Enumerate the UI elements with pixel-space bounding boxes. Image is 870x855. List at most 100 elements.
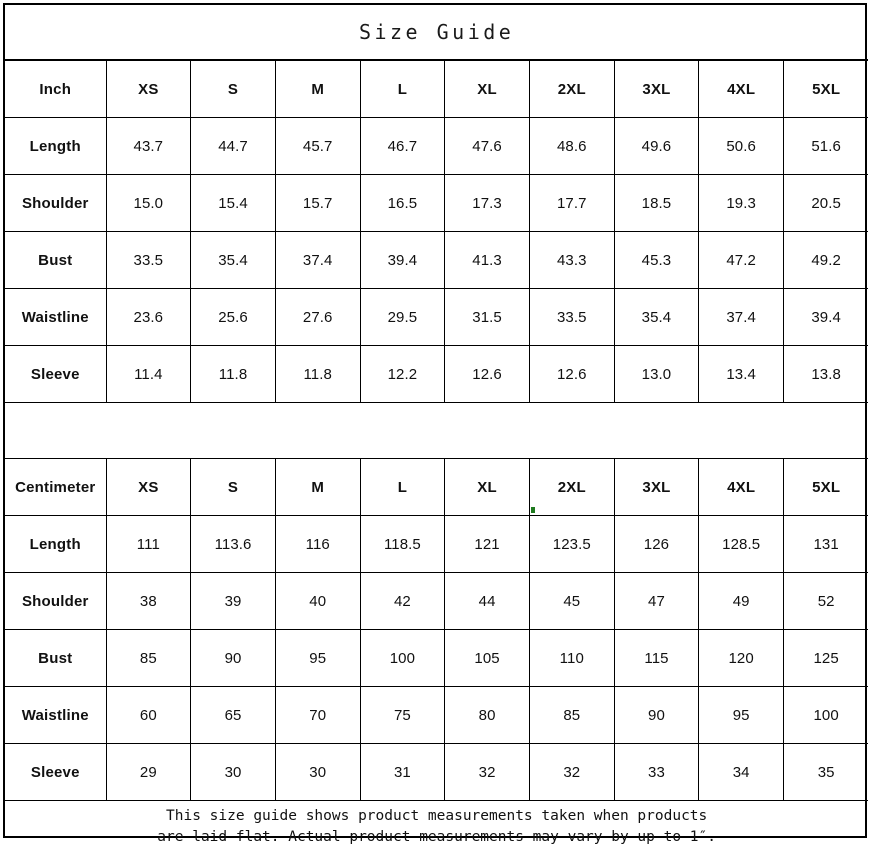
inch-row-label-bust: Bust xyxy=(5,232,106,289)
inch-waistline-3xl: 35.4 xyxy=(614,289,699,346)
table-row: Length 43.7 44.7 45.7 46.7 47.6 48.6 49.… xyxy=(5,118,868,175)
inch-sleeve-xs: 11.4 xyxy=(106,346,191,403)
cm-row-label-bust: Bust xyxy=(5,630,106,687)
cm-col-header-xs: XS xyxy=(106,459,191,516)
inch-shoulder-4xl: 19.3 xyxy=(699,175,784,232)
inch-waistline-5xl: 39.4 xyxy=(784,289,869,346)
inch-waistline-2xl: 33.5 xyxy=(529,289,614,346)
cm-bust-s: 90 xyxy=(191,630,276,687)
cm-sleeve-xl: 32 xyxy=(445,744,530,801)
cm-bust-3xl: 115 xyxy=(614,630,699,687)
inch-bust-xs: 33.5 xyxy=(106,232,191,289)
inch-length-xl: 47.6 xyxy=(445,118,530,175)
cm-length-2xl: 123.5 xyxy=(529,516,614,573)
inch-length-4xl: 50.6 xyxy=(699,118,784,175)
inch-shoulder-s: 15.4 xyxy=(191,175,276,232)
cm-waistline-l: 75 xyxy=(360,687,445,744)
size-guide-body: Size Guide Inch XS S M L XL 2XL 3XL 4XL … xyxy=(5,5,868,855)
cm-col-header-2xl: 2XL xyxy=(529,459,614,516)
inch-length-2xl: 48.6 xyxy=(529,118,614,175)
cm-shoulder-3xl: 47 xyxy=(614,573,699,630)
cm-shoulder-xs: 38 xyxy=(106,573,191,630)
footnote-cell: This size guide shows product measuremen… xyxy=(5,801,868,855)
inch-length-5xl: 51.6 xyxy=(784,118,869,175)
cm-length-m: 116 xyxy=(275,516,360,573)
cm-bust-5xl: 125 xyxy=(784,630,869,687)
cm-bust-xl: 105 xyxy=(445,630,530,687)
table-row: Waistline 23.6 25.6 27.6 29.5 31.5 33.5 … xyxy=(5,289,868,346)
inch-bust-5xl: 49.2 xyxy=(784,232,869,289)
inch-shoulder-xs: 15.0 xyxy=(106,175,191,232)
cm-bust-m: 95 xyxy=(275,630,360,687)
inch-bust-l: 39.4 xyxy=(360,232,445,289)
inch-shoulder-l: 16.5 xyxy=(360,175,445,232)
inch-shoulder-2xl: 17.7 xyxy=(529,175,614,232)
inch-waistline-4xl: 37.4 xyxy=(699,289,784,346)
cm-waistline-2xl: 85 xyxy=(529,687,614,744)
cm-row-label-shoulder: Shoulder xyxy=(5,573,106,630)
cm-shoulder-4xl: 49 xyxy=(699,573,784,630)
table-row: Sleeve 11.4 11.8 11.8 12.2 12.6 12.6 13.… xyxy=(5,346,868,403)
cm-col-header-5xl: 5XL xyxy=(784,459,869,516)
table-row: Waistline 60 65 70 75 80 85 90 95 100 xyxy=(5,687,868,744)
inch-waistline-xl: 31.5 xyxy=(445,289,530,346)
footnote-row: This size guide shows product measuremen… xyxy=(5,801,868,855)
cm-col-header-m: M xyxy=(275,459,360,516)
inch-sleeve-3xl: 13.0 xyxy=(614,346,699,403)
inch-sleeve-l: 12.2 xyxy=(360,346,445,403)
inch-unit-header: Inch xyxy=(5,60,106,118)
inch-col-header-m: M xyxy=(275,60,360,118)
title-cell: Size Guide xyxy=(5,5,868,60)
cm-bust-2xl: 110 xyxy=(529,630,614,687)
inch-bust-3xl: 45.3 xyxy=(614,232,699,289)
table-row: Bust 85 90 95 100 105 110 115 120 125 xyxy=(5,630,868,687)
cm-col-header-s: S xyxy=(191,459,276,516)
cm-bust-xs: 85 xyxy=(106,630,191,687)
cm-bust-l: 100 xyxy=(360,630,445,687)
inch-header-row: Inch XS S M L XL 2XL 3XL 4XL 5XL xyxy=(5,60,868,118)
inch-waistline-l: 29.5 xyxy=(360,289,445,346)
inch-shoulder-xl: 17.3 xyxy=(445,175,530,232)
cm-length-l: 118.5 xyxy=(360,516,445,573)
cm-col-header-4xl: 4XL xyxy=(699,459,784,516)
inch-bust-4xl: 47.2 xyxy=(699,232,784,289)
size-guide-table: Size Guide Inch XS S M L XL 2XL 3XL 4XL … xyxy=(5,5,868,855)
inch-bust-2xl: 43.3 xyxy=(529,232,614,289)
footnote-line-2: are laid flat. Actual product measuremen… xyxy=(17,827,856,848)
inch-bust-xl: 41.3 xyxy=(445,232,530,289)
table-separator-row xyxy=(5,403,868,459)
inch-row-label-shoulder: Shoulder xyxy=(5,175,106,232)
inch-col-header-2xl: 2XL xyxy=(529,60,614,118)
table-row: Length 111 113.6 116 118.5 121 123.5 126… xyxy=(5,516,868,573)
cm-waistline-xl: 80 xyxy=(445,687,530,744)
page-title: Size Guide xyxy=(359,20,514,44)
inch-bust-m: 37.4 xyxy=(275,232,360,289)
inch-row-label-length: Length xyxy=(5,118,106,175)
cm-row-label-sleeve: Sleeve xyxy=(5,744,106,801)
cm-length-3xl: 126 xyxy=(614,516,699,573)
inch-col-header-xl: XL xyxy=(445,60,530,118)
title-row: Size Guide xyxy=(5,5,868,60)
cm-unit-header: Centimeter xyxy=(5,459,106,516)
cm-sleeve-l: 31 xyxy=(360,744,445,801)
cm-length-xl: 121 xyxy=(445,516,530,573)
cm-header-row: Centimeter XS S M L XL 2XL 3XL 4XL 5XL xyxy=(5,459,868,516)
cm-shoulder-5xl: 52 xyxy=(784,573,869,630)
cm-waistline-3xl: 90 xyxy=(614,687,699,744)
cm-length-4xl: 128.5 xyxy=(699,516,784,573)
table-separator-cell xyxy=(5,403,868,459)
cm-length-s: 113.6 xyxy=(191,516,276,573)
inch-shoulder-5xl: 20.5 xyxy=(784,175,869,232)
inch-waistline-m: 27.6 xyxy=(275,289,360,346)
cm-sleeve-5xl: 35 xyxy=(784,744,869,801)
inch-col-header-3xl: 3XL xyxy=(614,60,699,118)
inch-sleeve-5xl: 13.8 xyxy=(784,346,869,403)
cm-col-header-l: L xyxy=(360,459,445,516)
inch-sleeve-s: 11.8 xyxy=(191,346,276,403)
inch-length-xs: 43.7 xyxy=(106,118,191,175)
cm-shoulder-s: 39 xyxy=(191,573,276,630)
cm-waistline-5xl: 100 xyxy=(784,687,869,744)
cm-col-header-xl: XL xyxy=(445,459,530,516)
table-row: Bust 33.5 35.4 37.4 39.4 41.3 43.3 45.3 … xyxy=(5,232,868,289)
cm-shoulder-2xl: 45 xyxy=(529,573,614,630)
